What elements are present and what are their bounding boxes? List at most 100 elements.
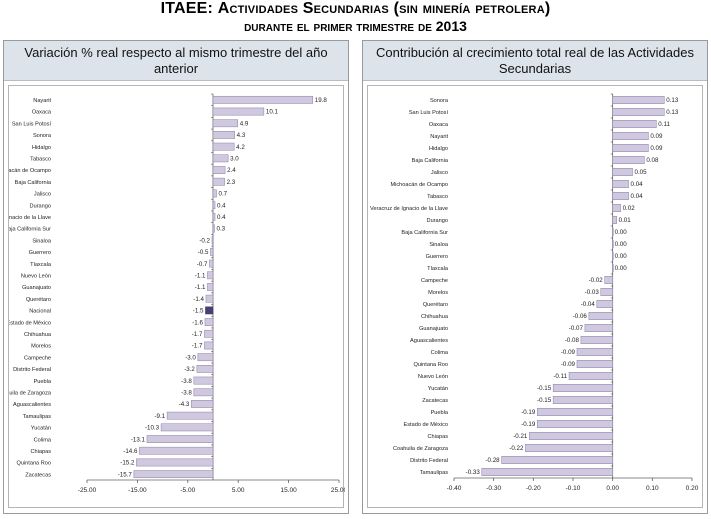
title-prefix: ITAEE: bbox=[160, 0, 214, 17]
variation-value-label: -13.1 bbox=[131, 436, 146, 443]
contribution-category-label: Sonora bbox=[430, 98, 449, 104]
contribution-value-label: 0.09 bbox=[650, 145, 663, 152]
variation-value-label: -0.2 bbox=[199, 237, 210, 244]
contribution-value-label: -0.15 bbox=[537, 385, 552, 392]
contribution-category-label: Nayarit bbox=[430, 134, 448, 140]
contribution-category-label: Sinaloa bbox=[429, 242, 449, 248]
variation-bar bbox=[212, 201, 216, 209]
contribution-category-label: Campeche bbox=[421, 278, 448, 284]
variation-category-label: Hidalgo bbox=[32, 145, 51, 151]
variation-bar bbox=[136, 458, 214, 467]
contribution-category-label: Tamaulipas bbox=[420, 470, 448, 476]
variation-bar bbox=[207, 283, 214, 291]
variation-panel: Variación % real respecto al mismo trime… bbox=[0, 40, 349, 514]
variation-category-label: Morelos bbox=[31, 344, 51, 350]
contribution-category-label: Oaxaca bbox=[429, 122, 449, 128]
contribution-category-label: Veracruz de Ignacio de la Llave bbox=[370, 206, 448, 212]
contribution-bar bbox=[481, 468, 613, 476]
contribution-category-label: Distrito Federal bbox=[410, 458, 448, 464]
contribution-bar bbox=[568, 372, 613, 380]
variation-bar bbox=[193, 376, 214, 385]
variation-bar bbox=[212, 142, 235, 151]
variation-bar bbox=[212, 107, 265, 116]
contribution-tick-label: -0.30 bbox=[486, 485, 501, 492]
contribution-value-label: 0.13 bbox=[666, 109, 679, 116]
contribution-bar bbox=[552, 396, 613, 404]
contribution-bar bbox=[612, 228, 614, 236]
contribution-value-label: -0.04 bbox=[581, 301, 596, 308]
contribution-value-label: -0.28 bbox=[485, 457, 500, 464]
variation-category-label: San Luis Potosí bbox=[12, 121, 52, 127]
variation-category-label: Veracruz de Ignacio de la Llave bbox=[9, 215, 51, 221]
variation-value-label: 0.7 bbox=[219, 191, 228, 198]
variation-tick-label: 25.00 bbox=[331, 487, 345, 494]
variation-category-label: Sinaloa bbox=[32, 238, 52, 244]
contribution-category-label: Yucatán bbox=[428, 386, 448, 392]
contribution-bar bbox=[612, 156, 645, 164]
variation-value-label: -0.5 bbox=[198, 249, 209, 256]
contribution-bar bbox=[501, 456, 613, 464]
variation-bar bbox=[212, 177, 225, 186]
variation-value-label: 0.4 bbox=[217, 214, 226, 221]
variation-bar bbox=[205, 306, 214, 315]
contribution-tick-label: -0.20 bbox=[526, 485, 541, 492]
contribution-value-label: -0.02 bbox=[589, 277, 604, 284]
contribution-value-label: -0.33 bbox=[466, 469, 481, 476]
variation-value-label: -3.8 bbox=[181, 378, 192, 385]
variation-category-label: Puebla bbox=[34, 379, 52, 385]
contribution-value-label: -0.11 bbox=[553, 373, 567, 380]
contribution-category-label: Quintana Roo bbox=[413, 362, 448, 368]
contribution-bar bbox=[537, 420, 613, 428]
page-subtitle: durante el primer trimestre de 2013 bbox=[244, 18, 467, 34]
contribution-category-label: Estado de México bbox=[404, 422, 448, 428]
variation-category-label: Durango bbox=[30, 203, 51, 209]
variation-bar bbox=[160, 423, 214, 432]
contribution-bar bbox=[612, 216, 617, 224]
contribution-bar bbox=[612, 240, 614, 248]
variation-bar bbox=[212, 189, 217, 198]
contribution-value-label: -0.03 bbox=[585, 289, 600, 296]
variation-category-label: Baja California bbox=[15, 180, 52, 186]
contribution-bar bbox=[588, 312, 613, 320]
contribution-bar bbox=[612, 204, 621, 212]
contribution-value-label: -0.07 bbox=[569, 325, 584, 332]
variation-chart-frame: -25.00 -15.00 -5.00 5.00 15.00 25.00 Nayarit 19… bbox=[0, 85, 348, 508]
contribution-bar bbox=[537, 408, 613, 416]
contribution-bar bbox=[612, 168, 633, 176]
variation-bar bbox=[204, 318, 214, 326]
contribution-bar bbox=[612, 96, 665, 104]
variation-value-label: -15.2 bbox=[120, 460, 135, 467]
contribution-value-label: 0.01 bbox=[619, 217, 632, 224]
variation-bar bbox=[212, 212, 216, 221]
variation-value-label: -1.4 bbox=[193, 296, 204, 303]
variation-tick-label: -15.00 bbox=[128, 487, 147, 494]
contribution-bar bbox=[576, 348, 613, 356]
variation-value-label: -1.1 bbox=[195, 284, 206, 291]
contribution-bar bbox=[604, 276, 613, 284]
contribution-chart-title: Contribución al crecimiento total real d… bbox=[363, 41, 707, 81]
variation-value-label: -3.0 bbox=[185, 354, 196, 361]
variation-value-label: 3.0 bbox=[230, 156, 239, 163]
contribution-category-label: Durango bbox=[427, 218, 448, 224]
page-title: ITAEE: Actividades Secundarias (sin mine… bbox=[0, 0, 711, 18]
contribution-value-label: 0.04 bbox=[631, 181, 644, 188]
contribution-bar bbox=[529, 432, 613, 440]
variation-bar bbox=[205, 294, 214, 303]
variation-value-label: -1.6 bbox=[192, 319, 203, 326]
contribution-value-label: -0.19 bbox=[521, 409, 536, 416]
contribution-category-label: Colima bbox=[431, 350, 449, 356]
contribution-panel: Contribución al crecimiento total real d… bbox=[362, 40, 708, 514]
variation-bar bbox=[133, 470, 214, 479]
variation-value-label: -9.1 bbox=[154, 413, 165, 420]
variation-category-label: Nuevo León bbox=[21, 274, 51, 280]
variation-bar bbox=[191, 400, 214, 408]
contribution-value-label: 0.11 bbox=[658, 121, 670, 128]
variation-category-label: Baja California Sur bbox=[9, 227, 51, 233]
contribution-value-label: 0.05 bbox=[635, 169, 648, 176]
contribution-value-label: -0.08 bbox=[565, 337, 580, 344]
variation-value-label: 19.8 bbox=[315, 97, 328, 104]
variation-category-label: Nacional bbox=[29, 309, 51, 315]
variation-value-label: -14.6 bbox=[123, 448, 138, 455]
contribution-value-label: 0.00 bbox=[615, 265, 628, 272]
variation-category-label: Tamaulipas bbox=[23, 414, 51, 420]
